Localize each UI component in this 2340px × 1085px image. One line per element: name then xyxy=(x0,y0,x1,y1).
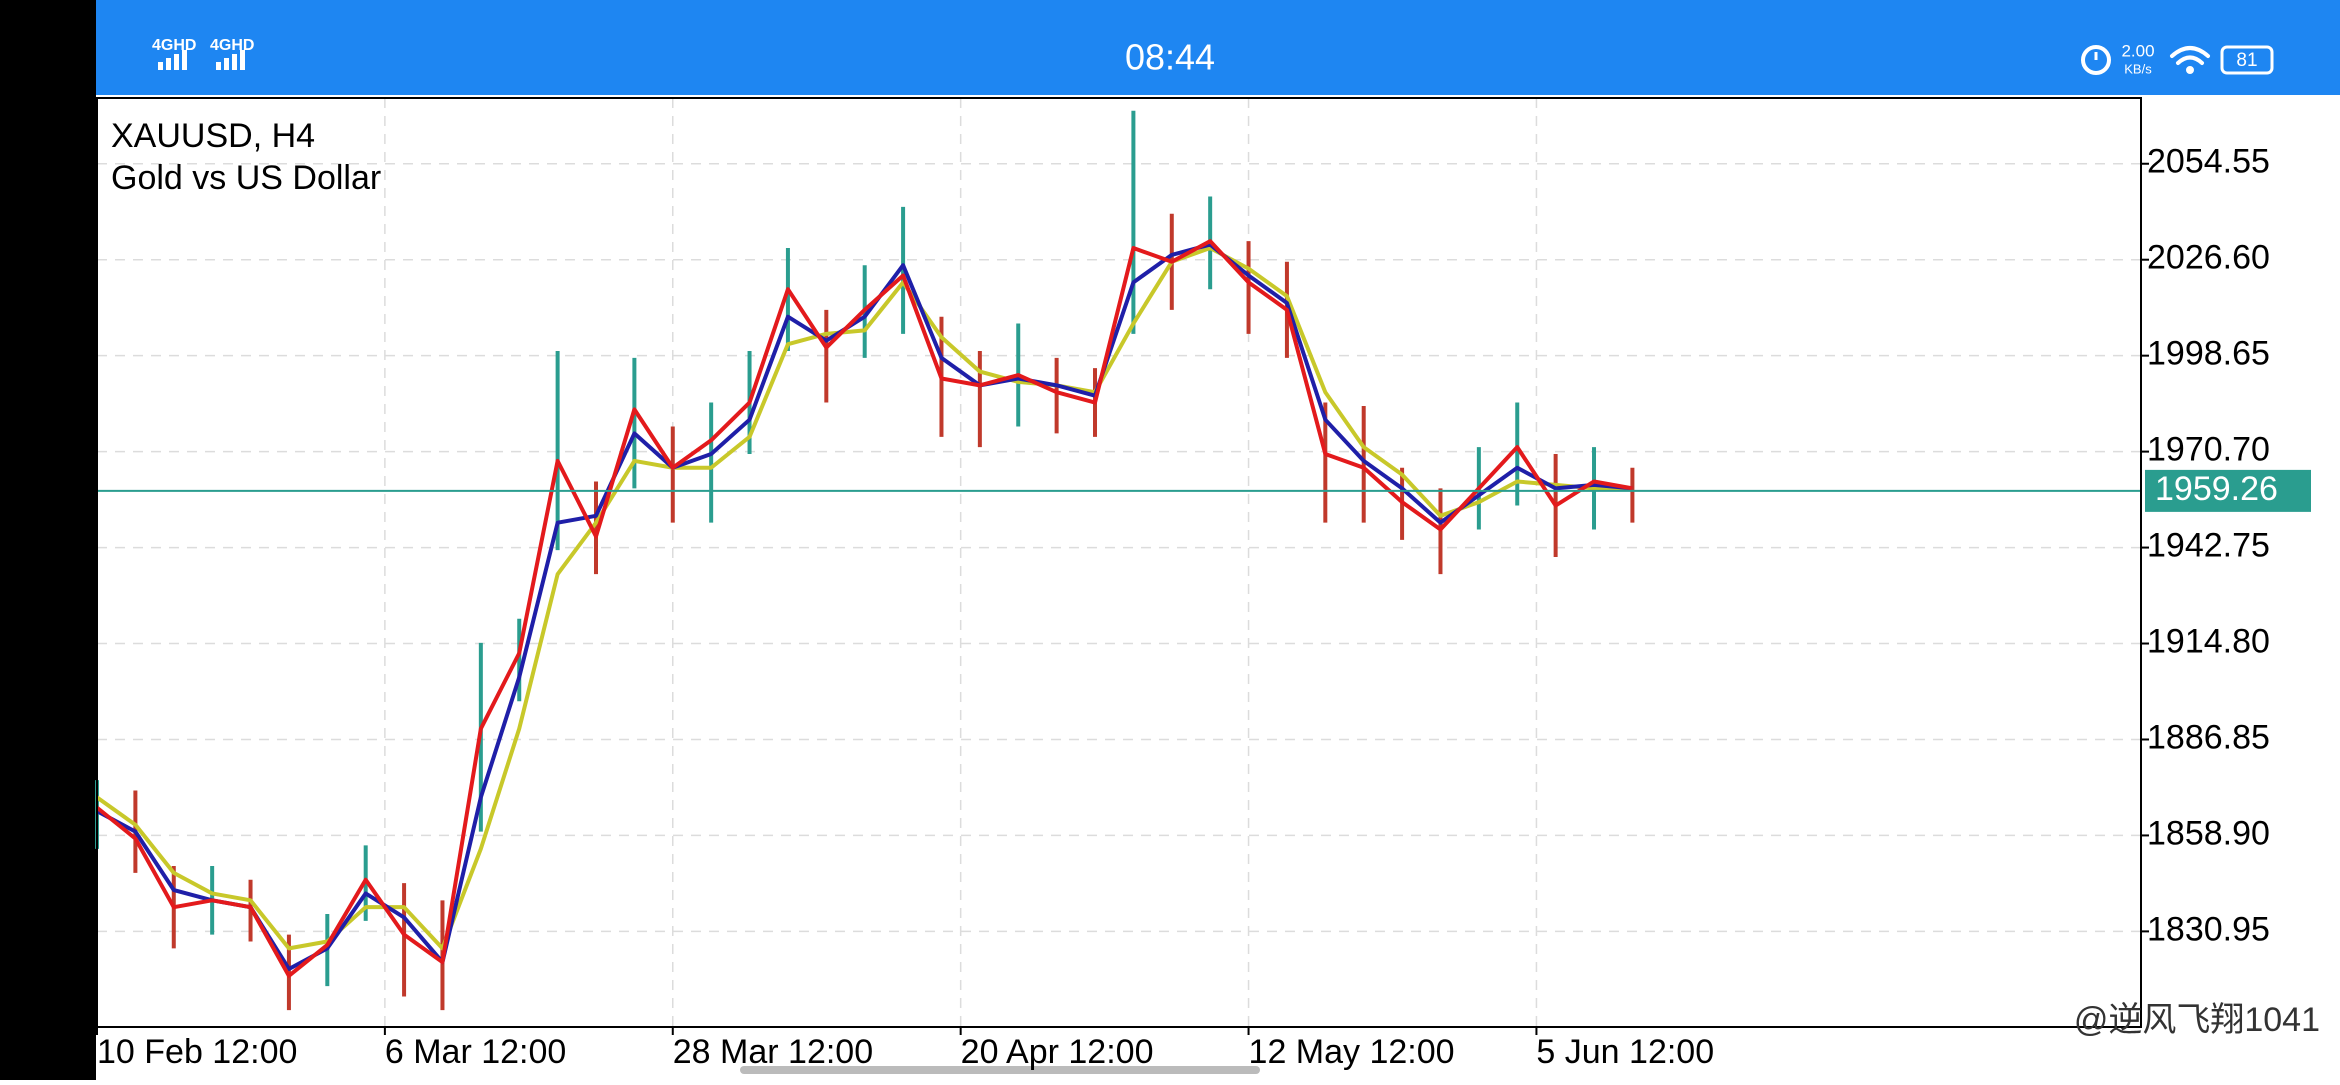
moving-average-line xyxy=(96,242,1633,971)
y-tick-label: 1942.75 xyxy=(2147,527,2270,565)
battery-level: 81 xyxy=(2236,50,2257,71)
y-tick-label: 1970.70 xyxy=(2147,431,2270,469)
y-tick-label: 2054.55 xyxy=(2147,143,2270,181)
speed: 2.00 xyxy=(2121,41,2154,60)
x-tick-label: 28 Mar 12:00 xyxy=(673,1033,873,1071)
x-tick-label: 20 Apr 12:00 xyxy=(961,1033,1154,1071)
y-tick-label: 2026.60 xyxy=(2147,239,2270,277)
current-price-box xyxy=(2145,469,2311,512)
network-label: 4GHD xyxy=(210,37,254,54)
x-tick-label: 5 Jun 12:00 xyxy=(1536,1033,1714,1071)
plot-border xyxy=(96,97,2142,1028)
y-tick-label: 1886.85 xyxy=(2147,718,2270,756)
clock: 08:44 xyxy=(1125,37,1215,78)
plot xyxy=(95,98,2141,1027)
y-tick-label: 1830.95 xyxy=(2147,910,2270,948)
speed-unit: KB/s xyxy=(2124,61,2152,76)
y-tick-label: 1998.65 xyxy=(2147,335,2270,373)
y-tick-label: 1858.90 xyxy=(2147,814,2270,852)
x-tick-label: 10 Feb 12:00 xyxy=(97,1033,297,1071)
alarm-icon xyxy=(2081,45,2111,75)
x-tick-label: 6 Mar 12:00 xyxy=(385,1033,566,1071)
y-tick-label: 1914.80 xyxy=(2147,623,2270,661)
moving-average-line xyxy=(95,239,1633,978)
battery-icon xyxy=(2220,45,2274,75)
chart-subtitle: Gold vs US Dollar xyxy=(111,159,381,197)
chart-title: XAUUSD, H4 xyxy=(111,117,315,155)
moving-average-line xyxy=(95,246,1633,951)
signal-icons xyxy=(158,50,245,70)
left-edge xyxy=(0,0,96,1080)
wifi-icon xyxy=(2170,46,2210,74)
current-price-label: 1959.26 xyxy=(2155,470,2278,508)
x-tick-label: 12 May 12:00 xyxy=(1249,1033,1455,1071)
home-indicator xyxy=(740,1066,1260,1074)
watermark: @逆风飞翔1041 xyxy=(2074,1001,2320,1039)
network-label: 4GHD xyxy=(152,37,196,54)
status-bar xyxy=(96,0,2340,95)
